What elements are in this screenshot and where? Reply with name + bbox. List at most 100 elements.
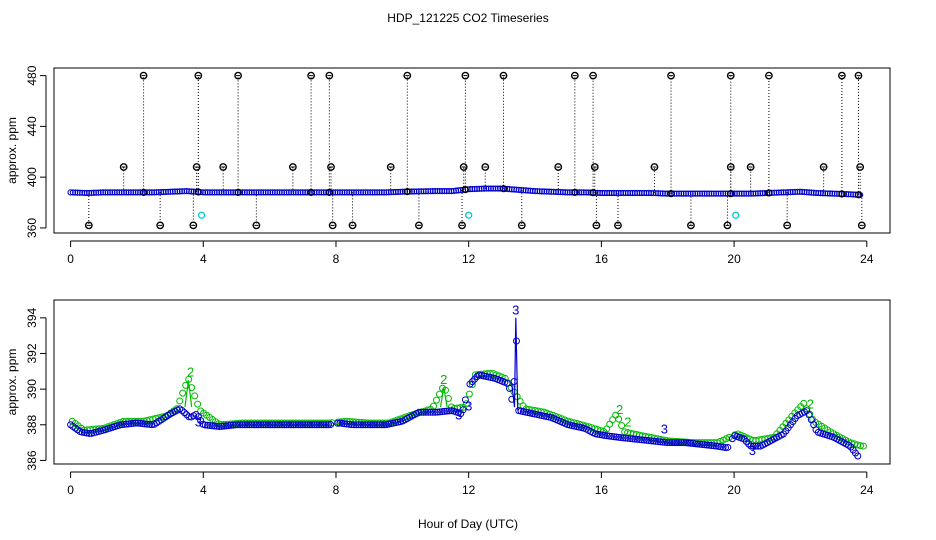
series-green-point [859, 442, 867, 450]
baseline-point [761, 190, 769, 197]
spike-point [667, 71, 675, 80]
baseline-point [106, 189, 114, 196]
baseline-point [148, 189, 155, 196]
series-blue-point [317, 421, 325, 429]
x-tick-label: 0 [67, 483, 74, 497]
x-tick-label: 12 [462, 483, 476, 497]
baseline-point [531, 188, 539, 195]
baseline-point [174, 188, 181, 195]
series-blue-point [148, 421, 156, 429]
baseline-point [457, 187, 464, 194]
y-tick-label: 388 [25, 414, 39, 434]
series-blue-point [271, 421, 279, 429]
spike-point [650, 163, 659, 171]
spike-point [614, 221, 622, 230]
series-blue-point [440, 407, 448, 415]
baseline-point [706, 190, 713, 197]
raw-point [667, 190, 675, 198]
baseline-point [754, 190, 762, 197]
baseline-point [260, 189, 267, 196]
y-tick-label: 392 [25, 343, 39, 363]
series-blue-point [308, 421, 316, 429]
baseline-point [745, 190, 752, 197]
baseline-point [90, 189, 97, 196]
baseline-point [534, 188, 541, 195]
x-tick-label: 8 [333, 252, 340, 266]
baseline-point [622, 189, 629, 197]
baseline-point [476, 185, 483, 192]
baseline-point [819, 190, 827, 197]
series-blue-point [211, 422, 219, 430]
x-tick-label: 24 [860, 483, 874, 497]
baseline-point [548, 188, 555, 195]
x-tick-label: 20 [727, 483, 741, 497]
spike-point [687, 221, 695, 230]
baseline-point [248, 189, 255, 196]
baseline-point [645, 189, 652, 197]
baseline-point [297, 189, 304, 196]
marker-label: 2 [616, 402, 623, 417]
series-green-spike [184, 380, 193, 408]
series-blue-point [424, 408, 432, 416]
series-blue-point [461, 396, 469, 404]
baseline-point [483, 185, 490, 192]
series-blue-point [301, 421, 309, 429]
series-blue-point [705, 441, 713, 449]
spike-point [325, 71, 334, 80]
baseline-point [713, 190, 720, 197]
baseline-point [833, 190, 841, 197]
series-blue-point [139, 420, 147, 428]
baseline-point [97, 189, 104, 196]
y-axis-label: approx. ppm [5, 349, 19, 416]
baseline-point [566, 189, 573, 196]
baseline-point [311, 189, 318, 196]
series-blue-point [208, 422, 216, 430]
baseline-point [743, 190, 750, 197]
baseline-point [715, 190, 722, 197]
baseline-point [160, 188, 167, 196]
plot-frame [53, 67, 891, 234]
baseline-point [596, 189, 604, 197]
baseline-point [736, 190, 743, 197]
x-tick-label: 16 [595, 252, 609, 266]
series-blue-point [273, 421, 281, 429]
baseline-point [452, 187, 460, 194]
baseline-point [710, 190, 717, 197]
series-blue-point [626, 435, 634, 443]
series-blue-point [422, 408, 430, 416]
baseline-point [576, 189, 583, 196]
x-tick-label: 20 [727, 252, 741, 266]
baseline-point [199, 189, 207, 196]
series-blue-point [420, 408, 428, 416]
baseline-point [448, 188, 455, 195]
baseline-point [353, 189, 360, 196]
baseline-point [815, 189, 822, 197]
baseline-point [747, 190, 755, 197]
baseline-point [473, 185, 481, 192]
baseline-point [487, 185, 495, 192]
series-blue-point [691, 440, 699, 448]
baseline-point [336, 189, 344, 196]
series-blue-point [310, 421, 318, 429]
series-blue-point [659, 438, 667, 446]
series-blue-point [675, 439, 683, 447]
marker-label: 3 [465, 399, 472, 414]
series-blue-point [236, 421, 244, 429]
series-blue-point [617, 434, 625, 442]
baseline-point [267, 189, 274, 196]
baseline-point [81, 189, 88, 197]
baseline-point [513, 186, 520, 193]
series-blue-point [134, 419, 142, 427]
spike-point [570, 71, 579, 80]
series-blue-point [229, 421, 237, 429]
spike-point [765, 71, 773, 80]
spike-point [723, 221, 732, 230]
series-blue-point [303, 421, 311, 429]
series-blue-point [222, 422, 230, 430]
baseline-point [427, 188, 434, 195]
series-blue-point [696, 440, 704, 448]
series-blue-point [213, 422, 221, 430]
series-green-point [433, 396, 441, 404]
flag-point [197, 211, 206, 219]
spike-point [307, 71, 316, 80]
